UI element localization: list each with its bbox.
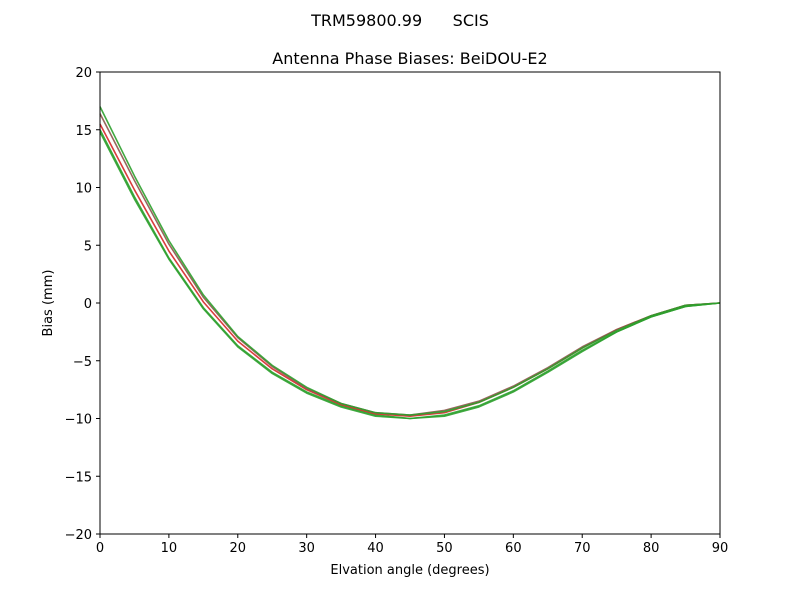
y-tick-label: 0 [84, 297, 92, 312]
x-axis: 0 10 20 30 40 50 60 70 80 90 [96, 534, 728, 556]
series-line-5 [99, 131, 721, 420]
y-tick-label: 5 [84, 239, 92, 254]
x-tick-label: 90 [712, 541, 729, 556]
y-tick-label: −20 [65, 528, 92, 543]
y-axis-label: Bias (mm) [41, 270, 56, 337]
x-tick-label: 80 [643, 541, 660, 556]
x-axis-label: Elvation angle (degrees) [330, 563, 489, 578]
x-tick-label: 50 [436, 541, 453, 556]
y-axis: −20 −15 −10 −5 0 5 10 15 20 [65, 66, 100, 543]
x-tick-label: 70 [574, 541, 591, 556]
x-tick-label: 30 [298, 541, 315, 556]
x-tick-label: 10 [161, 541, 178, 556]
plot-area [100, 72, 720, 534]
y-tick-label: −10 [65, 413, 92, 428]
figure-suptitle: TRM59800.99 SCIS [310, 11, 489, 30]
y-tick-label: −5 [73, 355, 92, 370]
x-tick-label: 40 [367, 541, 384, 556]
chart-title: Antenna Phase Biases: BeiDOU-E2 [272, 49, 547, 68]
y-tick-label: −15 [65, 470, 92, 485]
y-tick-label: 10 [75, 182, 92, 197]
series-layer [99, 106, 721, 420]
y-tick-label: 20 [75, 66, 92, 81]
x-tick-label: 60 [505, 541, 522, 556]
series-line-4 [99, 106, 721, 416]
y-tick-label: 15 [75, 124, 92, 139]
x-tick-label: 0 [96, 541, 104, 556]
x-tick-label: 20 [230, 541, 247, 556]
